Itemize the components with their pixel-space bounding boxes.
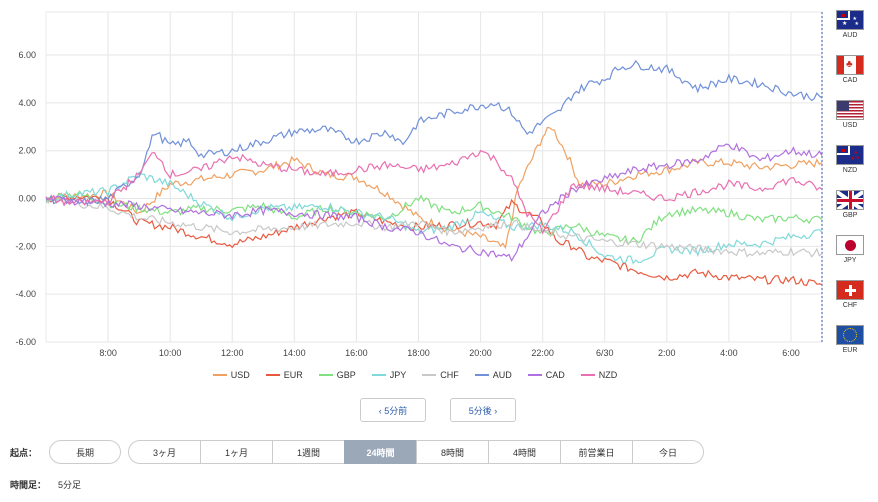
flag-code: USD: [842, 122, 858, 129]
prev-5min-button[interactable]: ‹ 5分前: [360, 398, 426, 422]
japan-flag-icon: [836, 235, 864, 255]
next-5min-button[interactable]: 5分後 ›: [450, 398, 516, 422]
plot-frame: [45, 11, 823, 343]
x-tick-label: 20:00: [469, 348, 492, 358]
flag-item-cad[interactable]: ♣ CAD: [830, 55, 870, 100]
flag-code: NZD: [842, 167, 858, 174]
start-option-3[interactable]: 24時間: [344, 440, 417, 464]
flag-code: CHF: [842, 302, 858, 309]
legend-swatch: [318, 374, 333, 376]
timeframe-value: 5分足: [58, 480, 82, 490]
flag-code: AUD: [842, 32, 858, 39]
legend-label: CAD: [545, 370, 565, 380]
series-line-eur: [45, 192, 823, 287]
flag-item-jpy[interactable]: JPY: [830, 235, 870, 280]
start-long-button[interactable]: 長期: [49, 440, 121, 464]
x-tick-label: 6:00: [782, 348, 800, 358]
y-tick-label: 2.00: [18, 146, 36, 156]
x-tick-label: 6/30: [596, 348, 614, 358]
series-line-jpy: [45, 171, 823, 265]
legend-item-jpy[interactable]: JPY: [371, 370, 407, 380]
chart-legend: USD EUR GBP JPY CHF AUD CAD NZD: [0, 370, 830, 380]
uk-flag-icon: [836, 190, 864, 210]
x-tick-label: 16:00: [345, 348, 368, 358]
start-option-0[interactable]: 3ヶ月: [128, 440, 201, 464]
legend-swatch: [265, 374, 280, 376]
y-tick-label: -6.00: [15, 337, 36, 347]
flag-code: EUR: [842, 347, 858, 354]
legend-label: EUR: [283, 370, 303, 380]
legend-item-chf[interactable]: CHF: [422, 370, 459, 380]
start-option-5[interactable]: 4時間: [488, 440, 561, 464]
x-tick-label: 2:00: [658, 348, 676, 358]
series-line-chf: [45, 193, 823, 258]
legend-label: NZD: [598, 370, 618, 380]
chart-ticks: 6.00 4.00 2.00 0.00 -2.00 -4.00 -6.00 8:00 10:00…: [15, 50, 799, 358]
flag-item-gbp[interactable]: GBP: [830, 190, 870, 235]
legend-item-aud[interactable]: AUD: [474, 370, 512, 380]
x-tick-label: 18:00: [407, 348, 430, 358]
series-line-aud: [45, 59, 823, 207]
line-chart: 6.00 4.00 2.00 0.00 -2.00 -4.00 -6.00 8:00 10:00…: [15, 11, 823, 358]
start-option-6[interactable]: 前営業日: [560, 440, 633, 464]
flag-item-eur[interactable]: EUR: [830, 325, 870, 370]
legend-swatch: [527, 374, 542, 376]
flag-code: CAD: [842, 77, 858, 84]
series-line-gbp: [45, 190, 823, 246]
flag-item-usd[interactable]: USD: [830, 100, 870, 145]
y-tick-label: -2.00: [15, 241, 36, 251]
legend-item-eur[interactable]: EUR: [265, 370, 303, 380]
flag-item-chf[interactable]: CHF: [830, 280, 870, 325]
flag-item-aud[interactable]: ★ ★ ★ AUD: [830, 10, 870, 55]
canada-flag-icon: ♣: [836, 55, 864, 75]
eu-flag-icon: [836, 325, 864, 345]
legend-swatch: [212, 374, 227, 376]
y-tick-label: 0.00: [18, 194, 36, 204]
flag-code: GBP: [842, 212, 858, 219]
start-label: 起点：: [10, 448, 38, 458]
x-tick-label: 8:00: [99, 348, 117, 358]
legend-label: USD: [230, 370, 250, 380]
timeframe-label: 時間足：: [10, 480, 47, 490]
legend-swatch: [580, 374, 595, 376]
x-tick-label: 22:00: [531, 348, 554, 358]
y-tick-label: 4.00: [18, 98, 36, 108]
flag-item-nzd[interactable]: ★ ★ ★ NZD: [830, 145, 870, 190]
currency-flag-list: ★ ★ ★ AUD ♣ CAD USD ★ ★ ★ NZD GBP JPY CHF EUR: [830, 10, 870, 370]
legend-label: GBP: [336, 370, 356, 380]
legend-label: JPY: [389, 370, 407, 380]
legend-item-usd[interactable]: USD: [212, 370, 250, 380]
start-option-1[interactable]: 1ヶ月: [200, 440, 273, 464]
x-tick-label: 4:00: [720, 348, 738, 358]
legend-swatch: [422, 374, 437, 376]
chart-series: [45, 59, 823, 287]
legend-item-nzd[interactable]: NZD: [580, 370, 618, 380]
legend-item-cad[interactable]: CAD: [527, 370, 565, 380]
legend-swatch: [371, 374, 386, 376]
start-option-7[interactable]: 今日: [632, 440, 704, 464]
switzerland-flag-icon: [836, 280, 864, 300]
x-tick-label: 10:00: [159, 348, 182, 358]
series-line-cad: [45, 142, 823, 263]
legend-label: CHF: [440, 370, 459, 380]
y-tick-label: -4.00: [15, 289, 36, 299]
legend-label: AUD: [492, 370, 512, 380]
flag-code: JPY: [843, 257, 857, 264]
legend-swatch: [474, 374, 489, 376]
australia-flag-icon: ★ ★ ★: [836, 10, 864, 30]
start-option-4[interactable]: 8時間: [416, 440, 489, 464]
chart-grid: [45, 11, 823, 343]
legend-item-gbp[interactable]: GBP: [318, 370, 356, 380]
start-option-2[interactable]: 1週間: [272, 440, 345, 464]
x-tick-label: 14:00: [283, 348, 306, 358]
new-zealand-flag-icon: ★ ★ ★: [836, 145, 864, 165]
series-line-nzd: [45, 149, 823, 235]
usa-flag-icon: [836, 100, 864, 120]
x-tick-label: 12:00: [221, 348, 244, 358]
y-tick-label: 6.00: [18, 50, 36, 60]
